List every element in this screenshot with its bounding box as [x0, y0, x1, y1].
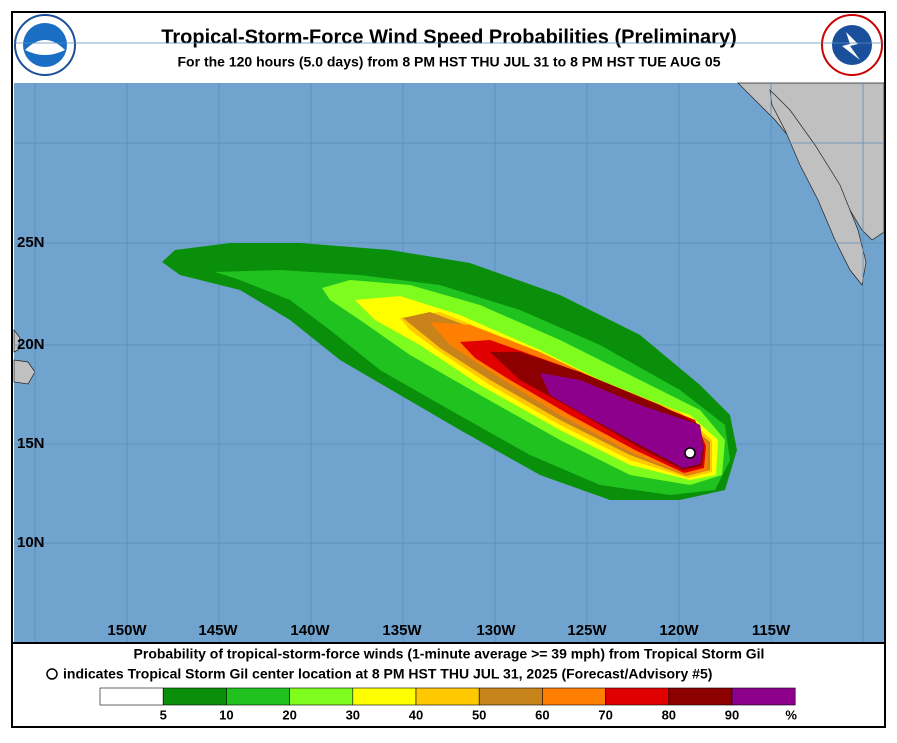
legend-label: 40	[409, 707, 423, 722]
legend-swatch	[289, 687, 354, 706]
legend-swatch	[226, 687, 290, 706]
title: Tropical-Storm-Force Wind Speed Probabil…	[161, 26, 737, 48]
caption-line: indicates Tropical Storm Gil center loca…	[63, 666, 712, 682]
legend-label: 70	[598, 707, 612, 722]
lat-label: 15N	[17, 435, 45, 452]
legend-swatch	[731, 687, 796, 706]
legend-label: 80	[662, 707, 676, 722]
legend-swatch	[99, 687, 164, 706]
lon-label: 130W	[476, 622, 516, 639]
map: 25N 20N 15N 10N 150W 145W 140W 135W 130W 125W 120W…	[13, 42, 885, 642]
subtitle: For the 120 hours (5.0 days) from 8 PM H…	[178, 54, 721, 70]
nws-logo	[821, 14, 883, 76]
lon-label: 120W	[659, 622, 699, 639]
lon-label: 125W	[567, 622, 607, 639]
legend-label: 90	[725, 707, 739, 722]
legend-swatch	[415, 687, 480, 706]
legend-swatch	[478, 687, 543, 706]
land	[769, 89, 867, 286]
storm-center	[684, 447, 696, 459]
lon-label: 140W	[290, 622, 330, 639]
caption-line: Probability of tropical-storm-force wind…	[134, 646, 765, 662]
lon-label: 145W	[198, 622, 238, 639]
legend-label: 60	[535, 707, 549, 722]
lat-label: 10N	[17, 534, 45, 551]
lon-label: 135W	[382, 622, 422, 639]
center-symbol	[46, 668, 58, 680]
legend-swatch	[668, 687, 733, 706]
noaa-logo	[14, 14, 76, 76]
legend-label: 30	[346, 707, 360, 722]
legend-label: 10	[219, 707, 233, 722]
legend-swatch	[352, 687, 417, 706]
legend-label: 50	[472, 707, 486, 722]
legend-label: 5	[160, 707, 167, 722]
lon-label: 115W	[752, 622, 791, 639]
legend-swatch	[605, 687, 670, 706]
lat-label: 25N	[17, 234, 45, 251]
legend-swatch	[162, 687, 227, 706]
lat-label: 20N	[17, 336, 45, 353]
legend: 5 10 20 30 40 50 60 70 80 90%	[99, 687, 797, 722]
legend-unit: %	[785, 707, 797, 722]
legend-label: 20	[282, 707, 296, 722]
probability-contour	[540, 373, 703, 468]
legend-swatch	[542, 687, 606, 706]
lon-label: 150W	[107, 622, 147, 639]
